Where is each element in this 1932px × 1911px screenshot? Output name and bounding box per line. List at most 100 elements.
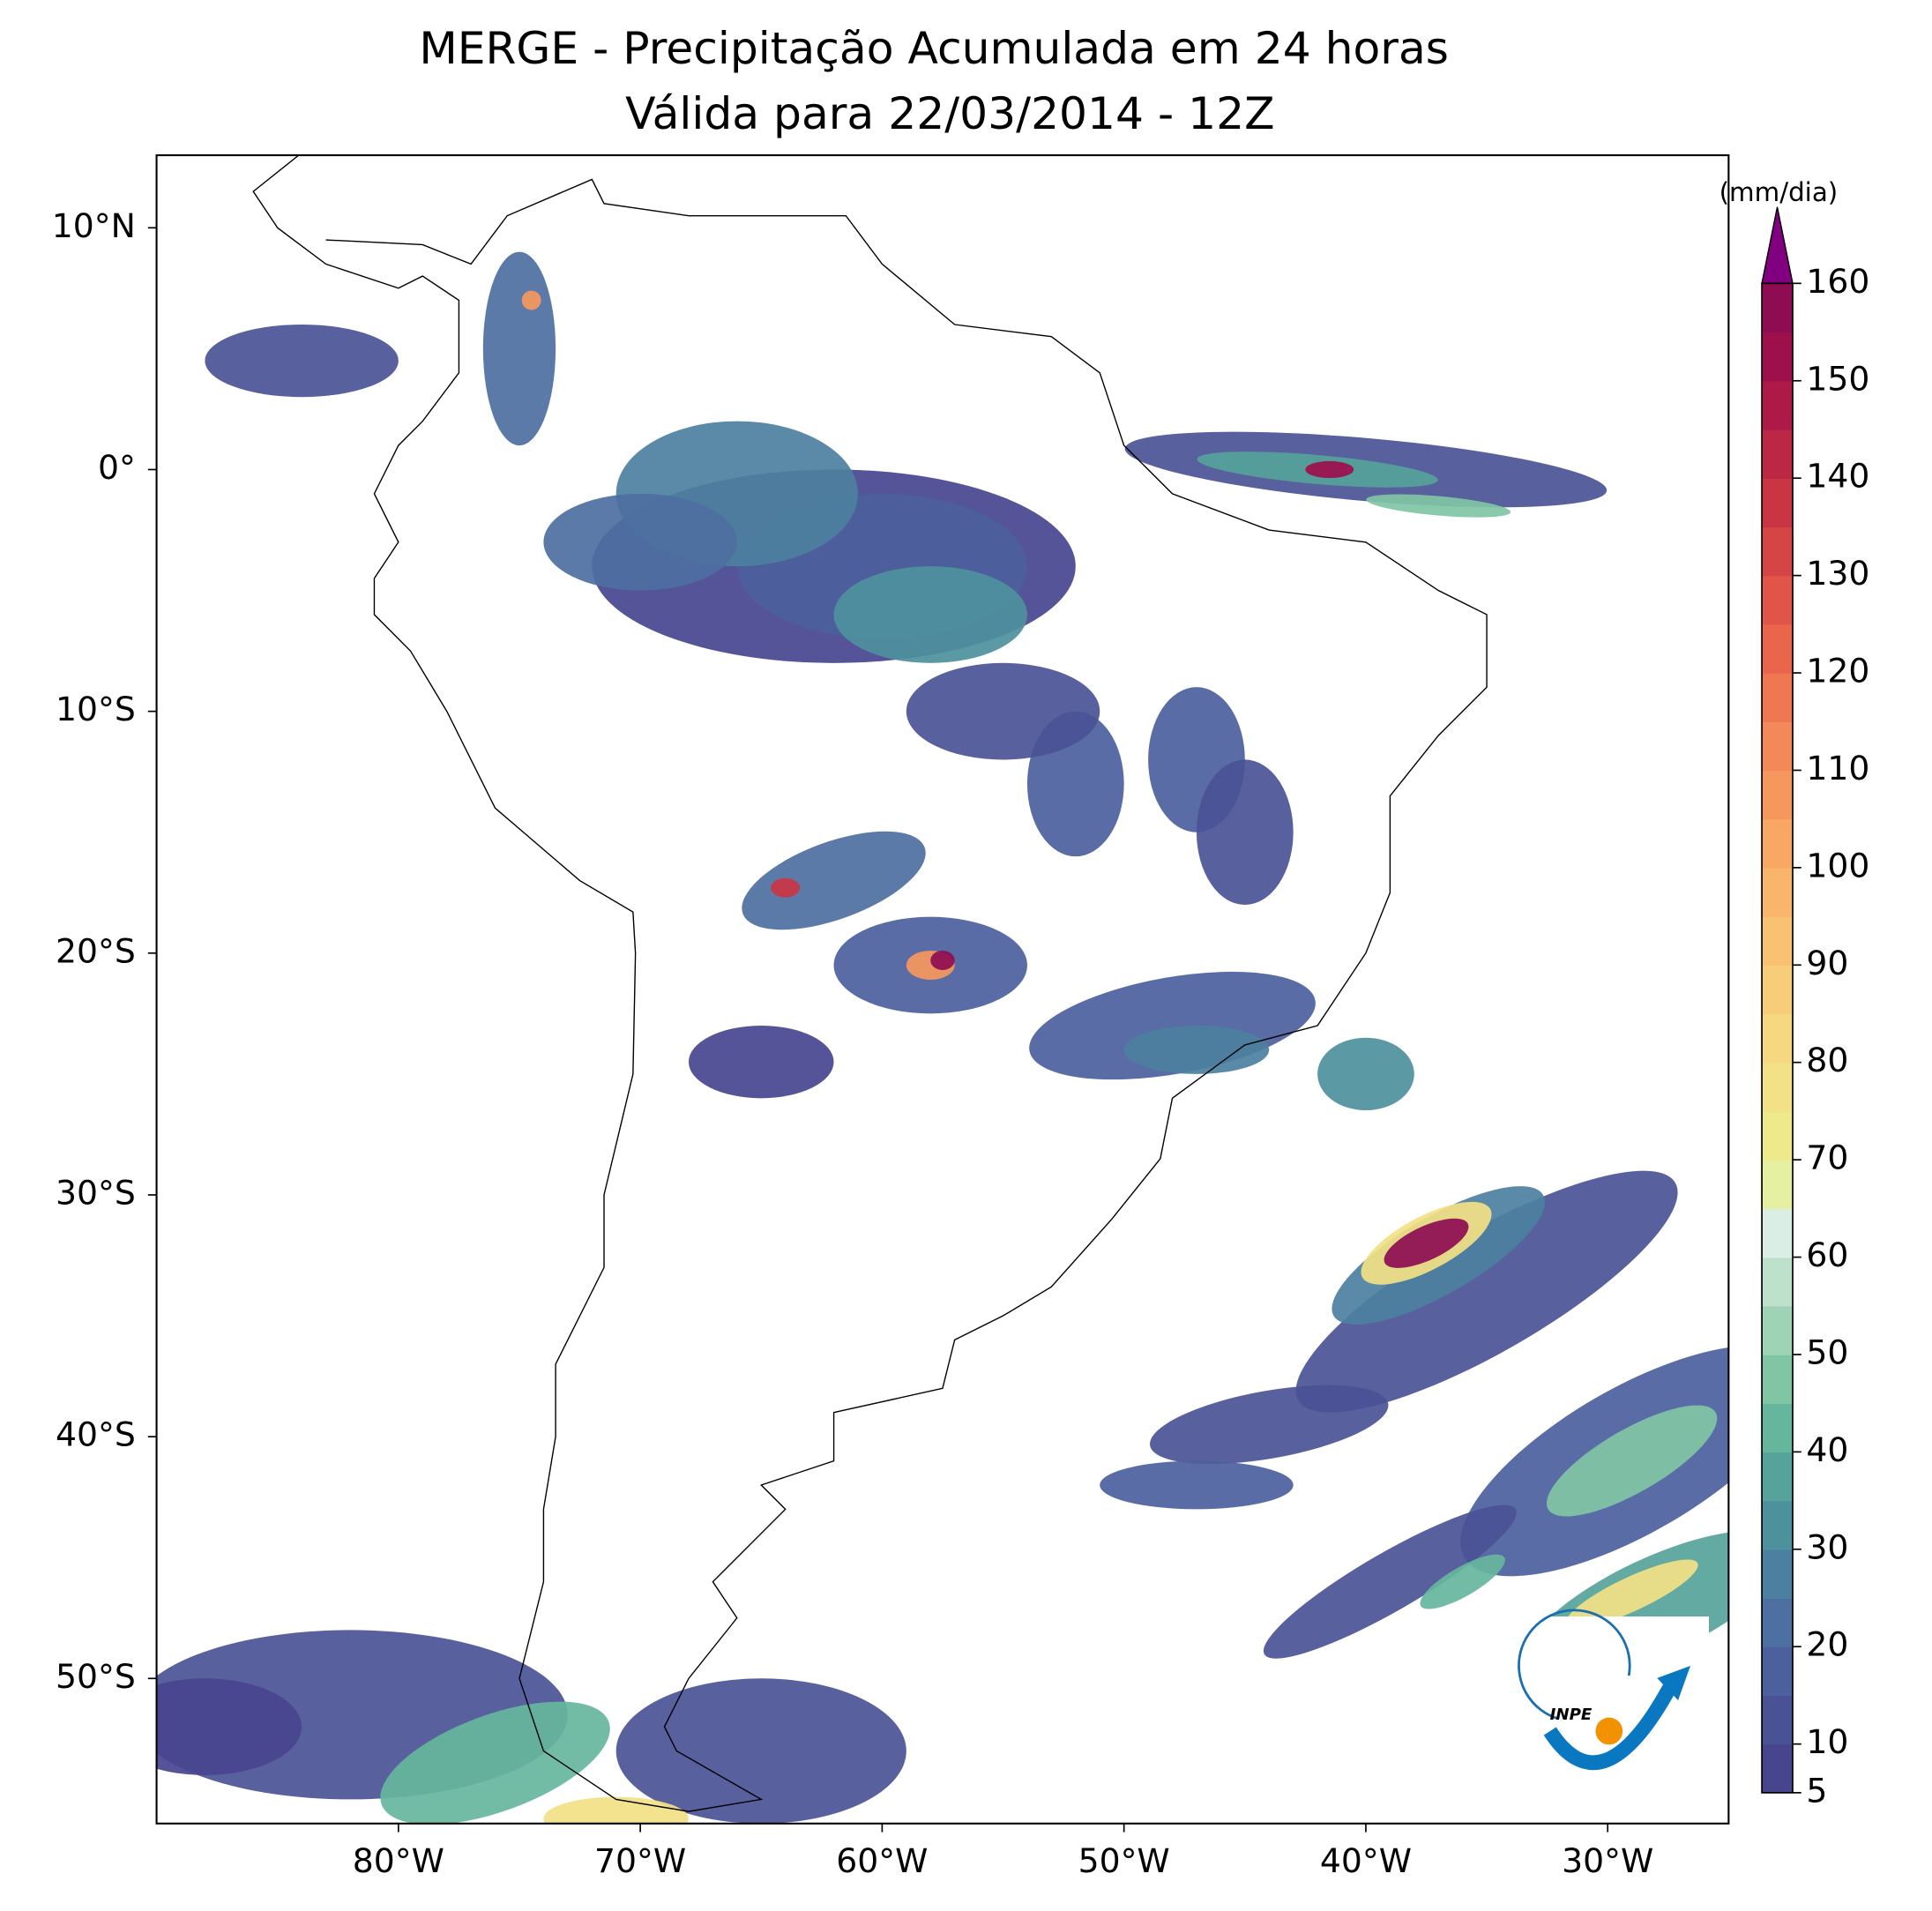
colorbar-tick-label: 80 — [1806, 1041, 1848, 1079]
logo-arrow — [1657, 1665, 1691, 1701]
colorbar-segment — [1762, 1452, 1793, 1502]
precip-area — [833, 566, 1027, 663]
colorbar-segment — [1762, 429, 1793, 479]
precip-area — [930, 951, 955, 970]
y-tick-label: 10°N — [52, 206, 136, 245]
colorbar-segment — [1762, 1062, 1793, 1112]
logo-box — [1521, 1616, 1709, 1802]
precip-area — [521, 290, 541, 310]
colorbar-segment — [1762, 526, 1793, 577]
axes: 80°W 70°W 60°W 50°W 40°W 30°W 10°N 0° 10°S 20°S 30… — [52, 206, 1654, 1880]
colorbar-segment — [1762, 1208, 1793, 1258]
colorbar-segment — [1762, 916, 1793, 966]
colorbar-tick-label: 70 — [1806, 1138, 1848, 1177]
precip-field — [156, 251, 1729, 1824]
precip-area — [1565, 1559, 1698, 1629]
precip-area — [1123, 1026, 1270, 1074]
colorbar-tick-label: 150 — [1806, 359, 1869, 398]
colorbar-segment — [1762, 380, 1793, 430]
precip-area — [1366, 494, 1511, 518]
logo-text: INPE — [1550, 1706, 1593, 1724]
precip-area — [1100, 1460, 1294, 1510]
map-title: MERGE - Precipitação Acumulada em 24 hor… — [419, 22, 1449, 74]
y-tick-label: 40°S — [56, 1415, 136, 1454]
y-tick-label: 30°S — [56, 1173, 136, 1212]
precip-area — [1317, 1037, 1414, 1111]
colorbar-tick-label: 30 — [1806, 1527, 1848, 1566]
colorbar-tick-label: 110 — [1806, 749, 1869, 788]
x-tick-label: 40°W — [1320, 1841, 1412, 1880]
y-tick-label: 20°S — [56, 931, 136, 970]
colorbar-segment — [1762, 721, 1793, 772]
precip-area — [771, 877, 801, 898]
x-tick-label: 80°W — [353, 1841, 444, 1880]
colorbar-tick-label: 20 — [1806, 1625, 1848, 1664]
logo-swoosh — [1543, 1684, 1676, 1771]
colorbar-segment — [1762, 1549, 1793, 1599]
precip-area — [1546, 1405, 1718, 1517]
x-tick-label: 50°W — [1078, 1841, 1170, 1880]
y-tick-label: 10°S — [56, 690, 136, 728]
x-tick-label: 30°W — [1562, 1841, 1653, 1880]
colorbar-segment — [1762, 623, 1793, 674]
precip-area — [906, 662, 1100, 760]
precip-area — [615, 1678, 906, 1824]
colorbar-segment — [1762, 478, 1793, 528]
coastline — [252, 155, 1488, 1812]
precip-area — [742, 831, 926, 930]
colorbar-segment — [1762, 867, 1793, 917]
colorbar-tick-label: 40 — [1806, 1430, 1848, 1469]
colorbar-label: (mm/dia) — [1719, 177, 1839, 207]
colorbar-segment — [1762, 1305, 1793, 1355]
map-frame — [155, 153, 1730, 1825]
colorbar-segment — [1762, 1013, 1793, 1064]
colorbar-segment — [1762, 332, 1793, 382]
precip-area — [380, 1701, 610, 1824]
colorbar-tick-label: 50 — [1806, 1332, 1848, 1371]
y-tick-label: 50°S — [56, 1657, 136, 1696]
colorbar-tick-label: 60 — [1806, 1235, 1848, 1274]
y-tick-label: 0° — [98, 448, 136, 487]
colorbar-tick-label: 90 — [1806, 944, 1848, 982]
colorbar-segment — [1762, 1403, 1793, 1453]
logo-orbit — [1518, 1609, 1631, 1721]
precip-area — [543, 1796, 689, 1824]
colorbar-segment — [1762, 1110, 1793, 1161]
colorbar: 5 10 20 30 40 50 60 70 80 90 100 110 120 130 140 150 160… — [1719, 177, 1870, 1810]
precip-area — [1295, 1170, 1678, 1413]
colorbar-tick-label: 160 — [1806, 262, 1869, 301]
precip-area — [1196, 759, 1294, 905]
precip-area — [1420, 1554, 1505, 1609]
colorbar-frame — [1761, 282, 1794, 1794]
precip-area — [156, 1678, 302, 1775]
precip-area — [688, 1026, 834, 1099]
precip-area — [205, 324, 399, 398]
colorbar-segment — [1762, 283, 1793, 333]
colorbar-segment — [1762, 1598, 1793, 1647]
colorbar-segment — [1762, 1257, 1793, 1307]
colorbar-tick-label: 120 — [1806, 652, 1869, 690]
precip-area — [482, 251, 556, 446]
precip-area — [1305, 460, 1354, 479]
colorbar-tick-label: 10 — [1806, 1722, 1848, 1761]
coast-line — [252, 155, 1488, 1812]
precip-area — [1150, 1385, 1389, 1465]
colorbar-segment — [1762, 1695, 1793, 1745]
precip-area — [543, 493, 737, 591]
colorbar-tick-label: 100 — [1806, 846, 1869, 885]
precip-area — [1384, 1218, 1469, 1268]
colorbar-segment — [1762, 1160, 1793, 1210]
colorbar-segment — [1762, 1354, 1793, 1404]
precip-area — [1263, 1504, 1517, 1659]
logo: INPE — [1518, 1609, 1709, 1802]
colorbar-segment — [1762, 965, 1793, 1015]
colorbar-tick-label: 5 — [1806, 1771, 1827, 1810]
colorbar-segment — [1762, 1646, 1793, 1697]
x-tick-label: 70°W — [594, 1841, 686, 1880]
colorbar-segment — [1762, 1743, 1793, 1794]
colorbar-segment — [1762, 673, 1793, 722]
colorbar-tick-label: 140 — [1806, 457, 1869, 496]
colorbar-segment — [1762, 1500, 1793, 1550]
